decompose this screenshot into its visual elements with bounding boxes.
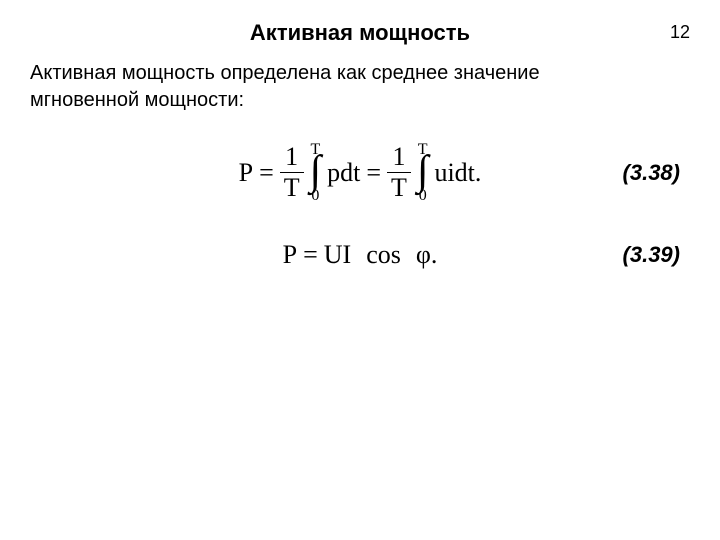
integral-symbol-icon: ∫ xyxy=(417,154,429,190)
equation-label-2: (3.39) xyxy=(623,242,680,268)
page-title: Активная мощность xyxy=(250,20,470,46)
equation-block-1: P = 1 T T ∫ 0 pdt = 1 T T ∫ 0 xyxy=(30,142,690,204)
integral-2: T ∫ 0 xyxy=(417,142,429,204)
symbol-UI: UI xyxy=(324,240,351,270)
symbol-cos: cos xyxy=(366,240,401,270)
integral-1: T ∫ 0 xyxy=(310,142,322,204)
fraction-1-over-T: 1 T xyxy=(280,144,304,201)
symbol-equals: = xyxy=(303,240,318,270)
header-row: Активная мощность 12 xyxy=(30,20,690,46)
symbol-equals: = xyxy=(259,158,274,188)
integrand-uidt: uidt. xyxy=(434,158,481,188)
fraction-denominator: T xyxy=(280,175,304,201)
integrand-pdt: pdt xyxy=(327,158,360,188)
equation-1: P = 1 T T ∫ 0 pdt = 1 T T ∫ 0 xyxy=(239,142,482,204)
fraction-numerator: 1 xyxy=(281,144,302,170)
equation-label-1: (3.38) xyxy=(623,160,680,186)
equation-block-2: P = UI cos φ. (3.39) xyxy=(30,240,690,270)
slide-page: Активная мощность 12 Активная мощность о… xyxy=(0,0,720,540)
symbol-P: P xyxy=(283,240,297,270)
integral-lower: 0 xyxy=(419,188,427,204)
definition-text: Активная мощность определена как среднее… xyxy=(30,60,590,114)
fraction-numerator: 1 xyxy=(388,144,409,170)
symbol-phi: φ. xyxy=(416,240,438,270)
symbol-P: P xyxy=(239,158,253,188)
equation-2: P = UI cos φ. xyxy=(283,240,438,270)
fraction-denominator: T xyxy=(387,175,411,201)
symbol-equals: = xyxy=(366,158,381,188)
page-number: 12 xyxy=(670,22,690,43)
fraction-1-over-T: 1 T xyxy=(387,144,411,201)
integral-symbol-icon: ∫ xyxy=(310,154,322,190)
integral-lower: 0 xyxy=(311,188,319,204)
